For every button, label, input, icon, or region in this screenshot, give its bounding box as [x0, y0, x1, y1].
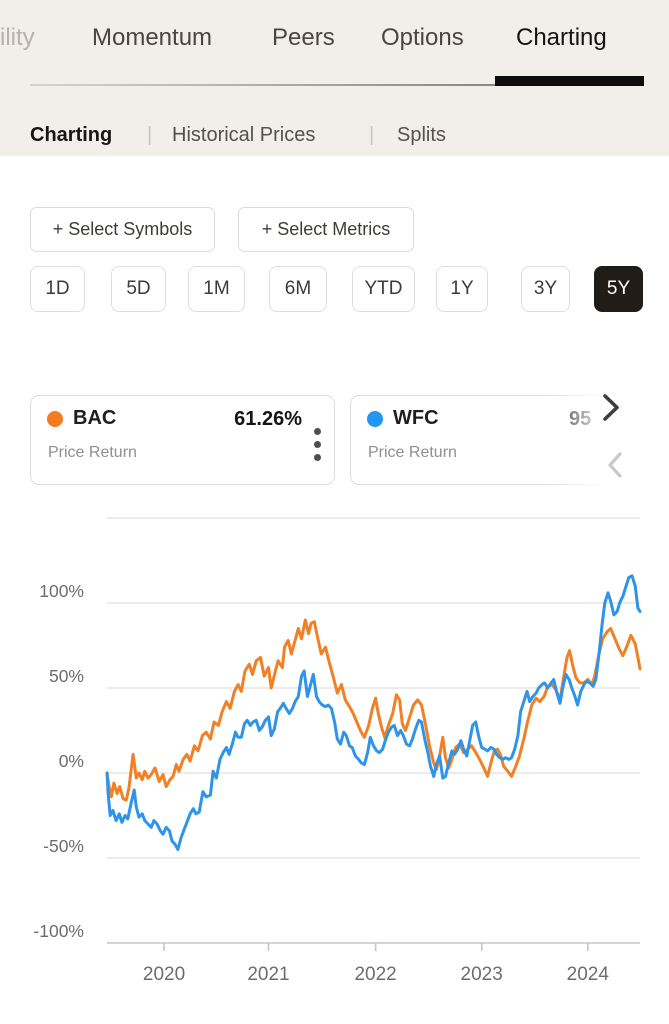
symbol-label: WFC: [393, 407, 439, 429]
range-button-6m[interactable]: 6M: [269, 266, 327, 312]
tab-charting[interactable]: Charting: [516, 24, 607, 51]
metric-label: Price Return: [48, 444, 137, 461]
chart-svg: [105, 517, 642, 951]
subnav-charting[interactable]: Charting: [30, 124, 113, 146]
y-tick-label: 50%: [48, 666, 84, 686]
y-tick-label: -100%: [33, 921, 84, 941]
header: ility Momentum Peers Options Charting Ch…: [0, 0, 669, 156]
tab-momentum[interactable]: Momentum: [92, 24, 213, 51]
legend-card-bac[interactable]: BAC 61.26% Price Return: [30, 395, 335, 485]
bac-return-value: 61.26%: [234, 408, 302, 430]
range-button-1y[interactable]: 1Y: [436, 266, 488, 312]
symbol-row: WFC: [367, 407, 439, 430]
metric-label: Price Return: [368, 444, 457, 461]
range-button-1m[interactable]: 1M: [188, 266, 245, 312]
chevron-left-icon[interactable]: [606, 451, 624, 484]
tab-partial[interactable]: ility: [0, 24, 35, 51]
range-button-5d[interactable]: 5D: [111, 266, 166, 312]
active-tab-underline: [495, 76, 644, 86]
tab-track-line: [30, 84, 644, 86]
x-tick-label: 2020: [142, 964, 186, 985]
tab-options[interactable]: Options: [381, 24, 464, 51]
range-button-ytd[interactable]: YTD: [352, 266, 415, 312]
range-button-5y-active[interactable]: 5Y: [594, 266, 643, 312]
range-button-3y[interactable]: 3Y: [521, 266, 570, 312]
y-tick-label: -50%: [43, 836, 84, 856]
x-tick-label: 2024: [566, 964, 609, 985]
subnav-divider: |: [369, 124, 375, 146]
y-tick-label: 0%: [58, 751, 84, 771]
range-button-1d[interactable]: 1D: [30, 266, 85, 312]
select-symbols-button[interactable]: + Select Symbols: [30, 207, 215, 252]
card-edge-fade: [540, 390, 669, 492]
bac-series-color-dot: [47, 410, 63, 427]
chevron-right-icon[interactable]: [601, 393, 621, 428]
series-line-wfc: [105, 574, 642, 851]
x-tick-label: 2021: [247, 964, 290, 985]
symbol-row: BAC: [47, 407, 116, 430]
x-tick-label: 2022: [354, 964, 397, 985]
tab-peers[interactable]: Peers: [272, 24, 335, 51]
subnav-splits[interactable]: Splits: [397, 124, 446, 146]
subnav-divider: |: [147, 124, 153, 146]
x-tick-label: 2023: [460, 964, 503, 985]
price-return-chart[interactable]: 100% 50% 0% -50% -100% 2020 2021 2022 2023 2024: [0, 505, 669, 1024]
subnav-historical-prices[interactable]: Historical Prices: [172, 124, 316, 146]
more-options-icon[interactable]: [314, 428, 321, 461]
select-metrics-button[interactable]: + Select Metrics: [238, 207, 414, 252]
symbol-label: BAC: [73, 407, 117, 429]
y-tick-label: 100%: [39, 581, 84, 601]
wfc-series-color-dot: [367, 410, 383, 427]
